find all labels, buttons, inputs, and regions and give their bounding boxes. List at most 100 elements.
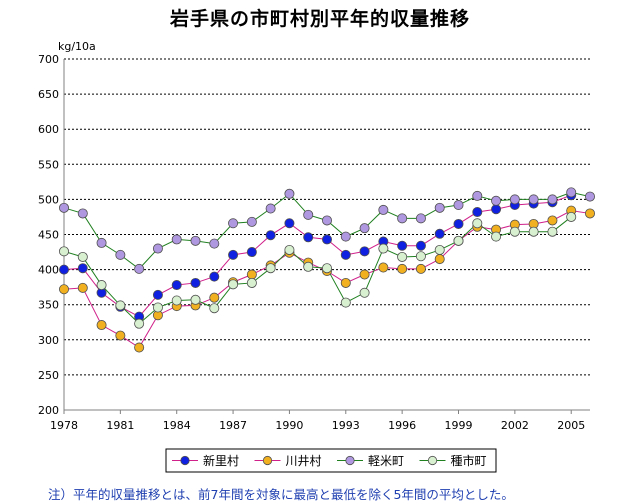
data-point-series-3 bbox=[547, 194, 558, 205]
data-point-series-3 bbox=[585, 191, 596, 202]
data-point-series-3 bbox=[509, 194, 520, 205]
legend: 新里村 川井村 軽米町 種市町 bbox=[165, 448, 497, 473]
y-tick-label: 500 bbox=[38, 193, 59, 206]
x-tick-label: 1993 bbox=[332, 419, 360, 432]
data-point-series-1 bbox=[415, 240, 426, 251]
y-tick-label: 600 bbox=[38, 123, 59, 136]
data-point-series-3 bbox=[115, 249, 126, 260]
data-point-series-4 bbox=[491, 231, 502, 242]
data-point-series-4 bbox=[378, 243, 389, 254]
data-point-series-1 bbox=[246, 247, 257, 258]
data-point-series-4 bbox=[434, 244, 445, 255]
data-point-series-3 bbox=[321, 215, 332, 226]
y-axis-label: kg/10a bbox=[58, 40, 96, 53]
y-tick-label: 250 bbox=[38, 369, 59, 382]
data-point-series-2 bbox=[340, 277, 351, 288]
data-point-series-2 bbox=[434, 254, 445, 265]
data-point-series-4 bbox=[453, 235, 464, 246]
data-point-series-1 bbox=[453, 218, 464, 229]
data-point-series-4 bbox=[152, 302, 163, 313]
legend-label: 種市町 bbox=[451, 453, 487, 468]
axes bbox=[63, 59, 590, 414]
data-point-series-2 bbox=[415, 263, 426, 274]
data-point-series-1 bbox=[397, 240, 408, 251]
y-tick-labels: 200 250 300 350 400 450 500 550 600 650 700 bbox=[38, 53, 59, 417]
data-point-series-3 bbox=[340, 231, 351, 242]
data-point-series-1 bbox=[491, 204, 502, 215]
y-tick-label: 450 bbox=[38, 229, 59, 242]
legend-marker bbox=[180, 455, 190, 466]
footnote: 注）平年的収量推移とは、前7年間を対象に最高と最低を除く5年間の平均とした。 bbox=[48, 487, 514, 502]
data-point-series-2 bbox=[397, 263, 408, 274]
data-point-series-1 bbox=[171, 280, 182, 291]
data-point-series-3 bbox=[359, 223, 370, 234]
x-tick-label: 1999 bbox=[445, 419, 473, 432]
y-tick-label: 300 bbox=[38, 334, 59, 347]
x-tick-label: 2005 bbox=[557, 419, 585, 432]
x-tick-label: 1990 bbox=[275, 419, 303, 432]
data-point-series-1 bbox=[284, 218, 295, 229]
legend-marker bbox=[262, 455, 273, 466]
data-point-series-3 bbox=[528, 194, 539, 205]
data-point-series-4 bbox=[284, 244, 295, 255]
data-point-series-2 bbox=[359, 269, 370, 280]
data-point-series-2 bbox=[115, 330, 126, 341]
data-point-series-4 bbox=[265, 263, 276, 274]
data-point-series-4 bbox=[472, 218, 483, 229]
y-tick-label: 350 bbox=[38, 299, 59, 312]
data-point-series-2 bbox=[585, 208, 596, 219]
x-tick-label: 1981 bbox=[106, 419, 134, 432]
data-point-series-4 bbox=[340, 297, 351, 308]
data-point-series-3 bbox=[228, 218, 239, 229]
data-point-series-2 bbox=[246, 269, 257, 280]
data-point-series-1 bbox=[265, 230, 276, 241]
data-point-series-1 bbox=[209, 271, 220, 282]
data-point-series-1 bbox=[472, 207, 483, 218]
data-point-series-4 bbox=[171, 295, 182, 306]
x-tick-label: 1984 bbox=[163, 419, 191, 432]
data-point-series-4 bbox=[303, 261, 314, 272]
data-point-series-4 bbox=[246, 277, 257, 288]
data-point-series-2 bbox=[547, 215, 558, 226]
chart-title: 岩手県の市町村別平年的収量推移 bbox=[169, 8, 470, 30]
data-point-series-3 bbox=[134, 263, 145, 274]
data-point-series-3 bbox=[397, 213, 408, 224]
data-point-series-4 bbox=[228, 279, 239, 290]
data-point-series-1 bbox=[321, 234, 332, 245]
series-group bbox=[59, 187, 596, 353]
data-point-series-2 bbox=[378, 262, 389, 273]
y-tick-label: 650 bbox=[38, 88, 59, 101]
series-line-4 bbox=[63, 216, 572, 325]
legend-marker bbox=[345, 455, 355, 466]
data-point-series-1 bbox=[77, 263, 88, 274]
legend-label: 軽米町 bbox=[368, 454, 404, 468]
data-point-series-4 bbox=[209, 303, 220, 314]
data-point-series-1 bbox=[340, 249, 351, 260]
data-point-series-3 bbox=[59, 202, 70, 213]
data-point-series-4 bbox=[115, 300, 126, 311]
data-point-series-2 bbox=[209, 292, 220, 303]
data-point-series-4 bbox=[566, 211, 577, 222]
data-point-series-1 bbox=[59, 264, 70, 275]
legend-label: 川井村 bbox=[286, 454, 322, 468]
data-point-series-3 bbox=[378, 204, 389, 215]
data-point-series-4 bbox=[59, 246, 70, 257]
legend-label: 新里村 bbox=[203, 453, 239, 468]
legend-marker bbox=[427, 455, 438, 466]
data-point-series-3 bbox=[246, 216, 257, 227]
data-point-series-1 bbox=[303, 232, 314, 243]
data-point-series-4 bbox=[528, 226, 539, 237]
data-point-series-3 bbox=[152, 243, 163, 254]
data-point-series-4 bbox=[509, 226, 520, 237]
data-point-series-4 bbox=[397, 251, 408, 262]
data-point-series-4 bbox=[547, 226, 558, 237]
data-point-series-3 bbox=[265, 203, 276, 214]
y-tick-label: 550 bbox=[38, 158, 59, 171]
y-tick-label: 200 bbox=[38, 404, 59, 417]
x-tick-label: 1978 bbox=[50, 419, 78, 432]
data-point-series-3 bbox=[77, 208, 88, 219]
data-point-series-2 bbox=[96, 320, 107, 331]
data-point-series-1 bbox=[359, 246, 370, 257]
y-tick-label: 400 bbox=[38, 264, 59, 277]
data-point-series-3 bbox=[190, 235, 201, 246]
